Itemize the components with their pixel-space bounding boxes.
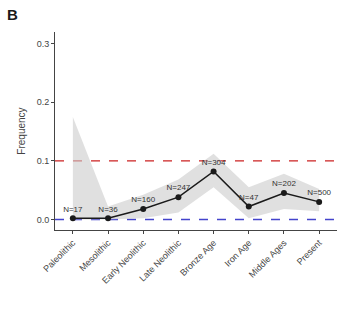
svg-text:Mesolithic: Mesolithic <box>77 237 113 273</box>
svg-text:N=36: N=36 <box>98 205 118 214</box>
svg-text:0.2: 0.2 <box>37 97 50 107</box>
svg-text:Paleolithic: Paleolithic <box>41 237 77 273</box>
svg-text:B: B <box>7 6 18 23</box>
svg-text:N=247: N=247 <box>167 183 191 192</box>
svg-text:0.3: 0.3 <box>37 39 50 49</box>
svg-text:N=160: N=160 <box>131 195 155 204</box>
svg-text:Early Neolithic: Early Neolithic <box>100 237 148 285</box>
svg-text:Present: Present <box>295 237 324 266</box>
svg-text:Middle Ages: Middle Ages <box>247 237 289 279</box>
svg-text:0.1: 0.1 <box>37 156 50 166</box>
svg-text:Iron Age: Iron Age <box>223 238 254 269</box>
svg-text:N=304: N=304 <box>202 158 226 167</box>
svg-text:Late Neolithic: Late Neolithic <box>137 237 183 283</box>
svg-text:Bronze Age: Bronze Age <box>178 238 218 278</box>
svg-text:N=17: N=17 <box>63 205 83 214</box>
svg-text:Frequency: Frequency <box>16 107 27 154</box>
svg-text:0.0: 0.0 <box>37 215 50 225</box>
svg-text:N=47: N=47 <box>239 193 259 202</box>
svg-text:N=202: N=202 <box>272 179 296 188</box>
svg-text:N=500: N=500 <box>307 188 331 197</box>
